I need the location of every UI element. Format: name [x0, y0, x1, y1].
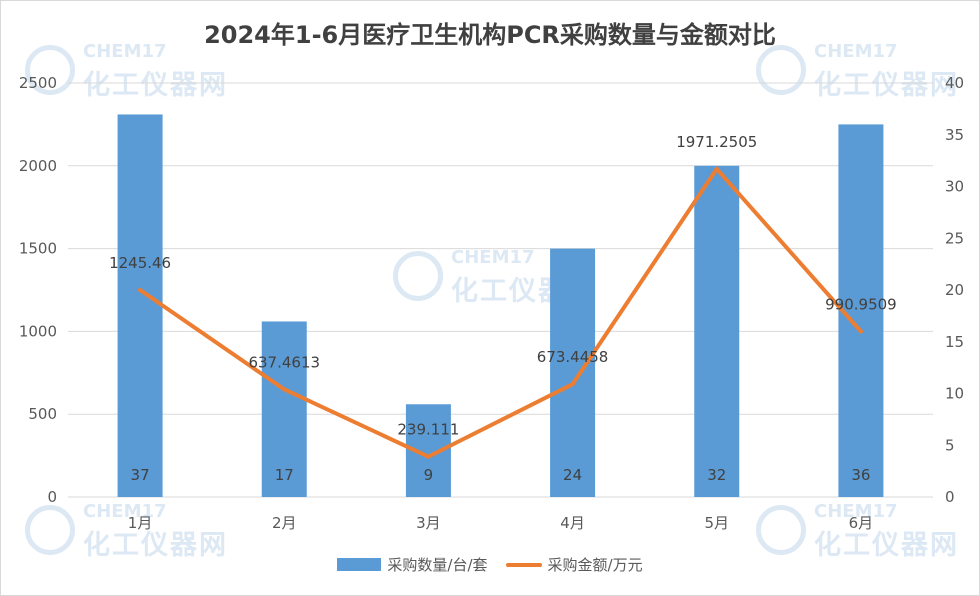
- right-axis-tick-label: 35: [945, 126, 964, 144]
- x-axis-tick-label: 2月: [272, 514, 297, 532]
- line-point: [570, 382, 575, 387]
- bar: [550, 248, 596, 497]
- right-axis-tick-label: 15: [945, 333, 964, 351]
- series-line: [138, 166, 863, 459]
- bar-value-label: 32: [707, 466, 726, 484]
- right-axis-tick-label: 0: [945, 488, 955, 506]
- x-axis-tick-label: 6月: [849, 514, 874, 532]
- line-point: [138, 288, 143, 292]
- bar-value-label: 36: [851, 466, 870, 484]
- left-axis-tick-label: 500: [28, 405, 57, 423]
- bar: [117, 114, 163, 498]
- legend-bar-label: 采购数量/台/套: [387, 556, 488, 574]
- bar: [838, 124, 884, 498]
- x-axis-tick-label: 3月: [416, 514, 441, 532]
- left-axis-tick-label: 1000: [19, 322, 57, 340]
- legend: 采购数量/台/套 采购金额/万元: [1, 554, 979, 575]
- right-axis-tick-label: 5: [945, 436, 955, 454]
- x-axis-tick-label: 5月: [704, 514, 729, 532]
- x-axis-tick-label: 4月: [560, 514, 585, 532]
- bar-value-label: 9: [424, 466, 434, 484]
- line-value-label: 239.111: [397, 421, 459, 439]
- left-axis-tick-label: 0: [47, 488, 57, 506]
- left-axis-tick-label: 1500: [19, 240, 57, 258]
- right-axis-tick-label: 40: [945, 74, 964, 92]
- legend-bar-swatch: [337, 558, 382, 571]
- bar-value-label: 17: [275, 466, 294, 484]
- line-value-label: 1971.2505: [676, 133, 757, 151]
- line-point: [714, 166, 719, 171]
- line-value-label: 637.4613: [248, 353, 320, 371]
- line-value-label: 673.4458: [537, 348, 609, 366]
- right-axis-tick-label: 30: [945, 178, 964, 196]
- bar-value-label: 37: [131, 466, 150, 484]
- bar: [694, 165, 740, 498]
- x-axis-tick-label: 1月: [128, 514, 153, 532]
- line-point: [282, 387, 287, 392]
- right-axis-tick-label: 20: [945, 281, 964, 299]
- legend-item-line[interactable]: 采购金额/万元: [505, 554, 643, 575]
- line-value-label: 990.9509: [825, 295, 897, 313]
- line-point: [426, 454, 431, 459]
- legend-line-swatch: [505, 562, 542, 567]
- line-point: [858, 329, 863, 334]
- legend-item-bar[interactable]: 采购数量/台/套: [337, 554, 488, 575]
- right-axis-tick-label: 25: [945, 229, 964, 247]
- legend-line-label: 采购金额/万元: [547, 556, 643, 574]
- chart-title: 2024年1-6月医疗卫生机构PCR采购数量与金额对比: [204, 21, 776, 49]
- right-axis-tick-label: 10: [945, 385, 964, 403]
- left-axis-tick-label: 2000: [19, 157, 57, 175]
- bar: [261, 321, 307, 497]
- bar-value-label: 24: [563, 466, 582, 484]
- line-value-label: 1245.46: [109, 254, 171, 272]
- left-axis-tick-label: 2500: [19, 74, 57, 92]
